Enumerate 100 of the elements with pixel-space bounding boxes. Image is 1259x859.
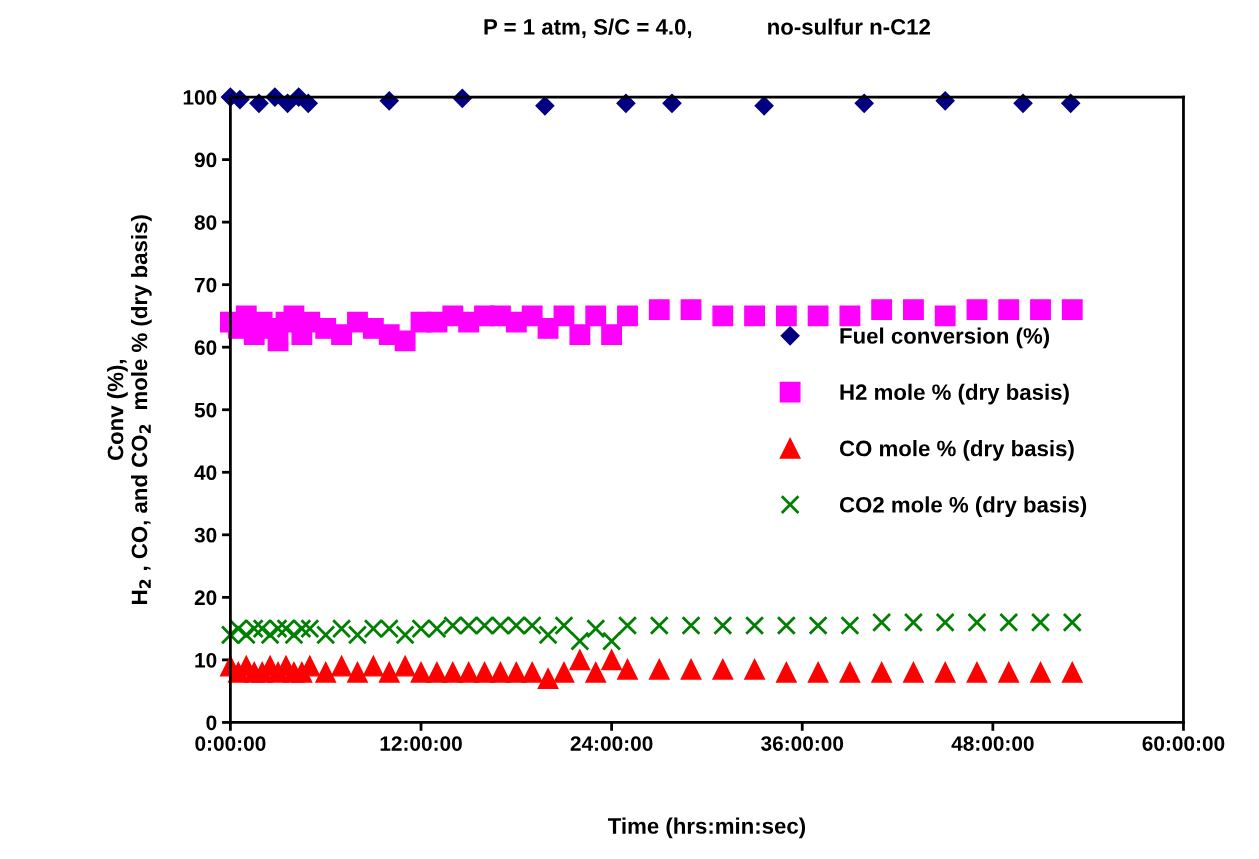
chart-title: P = 1 atm, S/C = 4.0, no-sulfur n-C12 <box>484 18 930 39</box>
point <box>331 618 352 639</box>
point <box>839 661 861 683</box>
x-tick-label: 0:00:00 <box>195 736 266 751</box>
y-tick-label: 20 <box>194 590 217 606</box>
point <box>474 661 495 683</box>
point <box>490 661 511 683</box>
point <box>744 305 765 327</box>
point <box>554 615 574 636</box>
point <box>1061 299 1083 321</box>
point <box>712 305 734 327</box>
point <box>601 631 622 651</box>
point <box>537 318 559 339</box>
point <box>966 299 988 321</box>
point <box>998 661 1020 683</box>
point <box>331 324 353 346</box>
point <box>331 655 353 677</box>
point <box>616 93 636 113</box>
point <box>1013 93 1033 113</box>
legend-label: CO2 mole % (dry basis) <box>839 496 1087 518</box>
point <box>1030 661 1051 683</box>
point <box>807 661 829 683</box>
x-axis-title: Time (hrs:min:sec) <box>607 817 806 839</box>
y-tick-label: 40 <box>194 465 217 481</box>
point <box>395 625 415 645</box>
point <box>362 655 384 677</box>
point <box>1030 299 1051 321</box>
point <box>648 658 670 680</box>
y-tick-label: 10 <box>195 652 217 668</box>
point <box>284 625 304 645</box>
point <box>999 612 1019 633</box>
x-tick-label: 12:00:00 <box>380 736 462 751</box>
point <box>617 305 638 327</box>
point <box>601 649 623 671</box>
point <box>871 612 892 633</box>
point <box>649 615 669 636</box>
point <box>1062 612 1082 633</box>
point <box>871 299 893 321</box>
legend-label: H2 mole % (dry basis) <box>840 383 1069 405</box>
point <box>1061 93 1081 113</box>
y-tick-label: 100 <box>183 90 217 105</box>
point <box>538 625 558 645</box>
point <box>744 658 765 680</box>
point <box>569 649 591 671</box>
point <box>315 625 336 645</box>
point <box>601 324 623 346</box>
point <box>315 661 337 683</box>
point <box>521 661 543 683</box>
point <box>934 305 956 327</box>
point <box>967 612 987 633</box>
point <box>394 655 416 677</box>
point <box>394 330 416 352</box>
point <box>410 661 432 683</box>
point <box>569 324 591 346</box>
point <box>903 661 924 683</box>
point <box>617 658 638 680</box>
y-tick-label: 80 <box>194 215 217 230</box>
point <box>617 615 638 636</box>
point <box>553 661 575 683</box>
y-tick-label: 50 <box>194 402 217 418</box>
point <box>754 96 774 116</box>
point <box>871 661 893 683</box>
point <box>807 305 829 327</box>
point <box>839 305 861 327</box>
point <box>426 661 448 683</box>
point <box>681 615 701 636</box>
point <box>347 661 368 683</box>
point <box>585 305 607 327</box>
point <box>713 615 733 636</box>
y-tick-label: 70 <box>194 277 217 293</box>
point <box>300 618 320 639</box>
point <box>854 93 874 113</box>
text: Conv (%), H$_{2}$ , CO, and CO$_{2}$ mole % (dry basis) <box>107 215 152 604</box>
point <box>903 299 924 321</box>
point <box>249 93 269 113</box>
y-tick-label: 60 <box>194 340 217 355</box>
point <box>775 305 797 327</box>
point <box>744 615 765 636</box>
y-tick-label: 0 <box>206 715 217 731</box>
y-tick-label: 30 <box>194 527 217 543</box>
point <box>537 668 559 690</box>
point <box>648 299 670 321</box>
point <box>347 625 368 645</box>
point <box>966 661 988 683</box>
x-tick-label: 48:00:00 <box>951 736 1034 751</box>
x-tick-label: 24:00:00 <box>570 736 653 751</box>
point <box>1030 612 1051 633</box>
point <box>585 661 607 683</box>
point <box>1061 661 1083 683</box>
point <box>776 615 797 636</box>
point <box>586 618 606 639</box>
point <box>935 612 955 633</box>
point <box>298 93 318 113</box>
point <box>680 299 702 321</box>
point <box>998 299 1020 321</box>
point <box>808 615 828 636</box>
point <box>934 661 956 683</box>
x-tick-label: 36:00:00 <box>761 736 844 751</box>
point <box>505 661 527 683</box>
point <box>840 615 860 636</box>
